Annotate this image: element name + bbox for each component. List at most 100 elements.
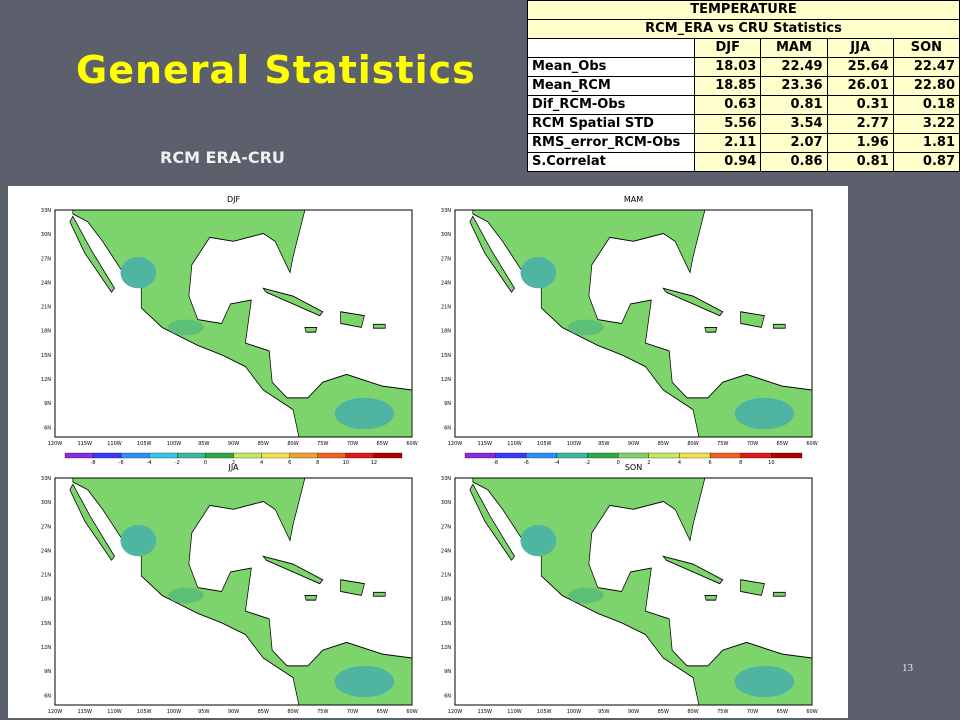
lat-label: 12N	[41, 645, 51, 651]
lon-label: 75W	[317, 441, 328, 447]
table-cell: DJF	[694, 38, 762, 58]
slide-subtitle: RCM ERA-CRU	[160, 148, 285, 167]
colorbar-segment	[495, 452, 527, 459]
lon-label: 110W	[507, 441, 522, 447]
table-cell: 25.64	[826, 57, 894, 77]
table-cell: 5.56	[694, 114, 762, 134]
table-cell: Mean_RCM	[526, 76, 696, 96]
table-cell: 2.11	[694, 133, 762, 153]
colorbar-segment	[740, 452, 772, 459]
table-cell: Dif_RCM-Obs	[526, 95, 696, 115]
lat-label: 18N	[41, 597, 51, 603]
panel-title: MAM	[624, 195, 643, 204]
lon-label: 70W	[747, 441, 758, 447]
table-row: RMS_error_RCM-Obs 2.11 2.07 1.96 1.81	[526, 133, 960, 153]
lon-label: 85W	[258, 441, 269, 447]
lon-label: 120W	[448, 709, 463, 715]
table-cell: TEMPERATURE	[527, 0, 960, 20]
colorbar-label: 12	[371, 460, 377, 466]
colorbar-segment	[556, 452, 588, 459]
lon-label: 60W	[406, 709, 417, 715]
lon-label: 115W	[478, 441, 493, 447]
colorbar-label: -4	[147, 460, 152, 466]
table-cell: 2.77	[826, 114, 894, 134]
table-cell: 0.87	[892, 152, 960, 172]
table-cell: 3.22	[892, 114, 960, 134]
stats-table: TEMPERATURE RCM_ERA vs CRU Statistics DJF M…	[526, 0, 960, 172]
table-cell: RCM Spatial STD	[526, 114, 696, 134]
lat-label: 30N	[441, 500, 451, 506]
table-cell: 18.03	[694, 57, 762, 77]
lat-label: 21N	[441, 573, 451, 579]
lon-label: 90W	[628, 709, 639, 715]
lon-label: 65W	[377, 441, 388, 447]
colorbar-segment	[464, 452, 496, 459]
lon-label: 85W	[258, 709, 269, 715]
lat-label: 27N	[441, 256, 451, 262]
page-number: 13	[902, 662, 913, 674]
lon-label: 60W	[806, 709, 817, 715]
lon-label: 90W	[228, 709, 239, 715]
lon-label: 120W	[48, 441, 63, 447]
lat-label: 33N	[41, 476, 51, 482]
table-row: TEMPERATURE	[527, 0, 960, 20]
lon-label: 95W	[198, 441, 209, 447]
lat-label: 12N	[41, 377, 51, 383]
lon-label: 90W	[628, 441, 639, 447]
colorbar-label: 0	[617, 460, 620, 466]
lat-label: 33N	[441, 476, 451, 482]
lat-label: 27N	[441, 524, 451, 530]
lat-label: 15N	[441, 621, 451, 627]
table-cell: 3.54	[760, 114, 828, 134]
colorbar-label: -2	[585, 460, 590, 466]
lon-label: 95W	[598, 709, 609, 715]
colorbar-label: 4	[678, 460, 681, 466]
table-row: RCM Spatial STD 5.56 3.54 2.77 3.22	[526, 114, 960, 134]
lat-label: 6N	[444, 693, 451, 699]
lat-label: 18N	[441, 597, 451, 603]
lat-label: 30N	[41, 500, 51, 506]
table-cell: JJA	[826, 38, 894, 58]
table-cell: 18.85	[694, 76, 762, 96]
lat-label: 6N	[444, 425, 451, 431]
colorbar-segment	[587, 452, 619, 459]
colorbar-label: 10	[343, 460, 349, 466]
colorbar-segment	[679, 452, 711, 459]
lon-label: 100W	[567, 441, 582, 447]
colorbar-segment	[92, 452, 122, 459]
lat-label: 27N	[41, 256, 51, 262]
lat-label: 18N	[441, 329, 451, 335]
colorbar-label: -6	[119, 460, 124, 466]
panel-title: JJA	[227, 463, 239, 472]
colorbar-label: -8	[493, 460, 498, 466]
lon-label: 90W	[228, 441, 239, 447]
colorbar-label: 8	[739, 460, 742, 466]
colorbar-segment	[121, 452, 150, 459]
lon-label: 95W	[598, 441, 609, 447]
table-cell: 0.18	[892, 95, 960, 115]
colorbar-segment	[177, 452, 206, 459]
colorbar-segment	[771, 452, 803, 459]
lat-label: 30N	[41, 232, 51, 238]
lat-label: 6N	[44, 693, 51, 699]
table-cell: 0.31	[826, 95, 894, 115]
colorbar-label: -4	[554, 460, 559, 466]
lon-label: 105W	[537, 709, 552, 715]
lon-label: 85W	[658, 441, 669, 447]
colorbar-label: 4	[260, 460, 263, 466]
table-cell: 1.96	[826, 133, 894, 153]
panel-title: SON	[625, 463, 642, 472]
colorbar-segment	[648, 452, 680, 459]
table-cell: Mean_Obs	[526, 57, 696, 77]
lat-label: 9N	[44, 669, 51, 675]
lon-label: 100W	[567, 709, 582, 715]
colorbar-segment	[149, 452, 178, 459]
colorbar-label: -2	[175, 460, 180, 466]
colorbar-segment	[373, 452, 403, 459]
table-cell: 26.01	[826, 76, 894, 96]
lon-label: 105W	[137, 441, 152, 447]
lat-label: 24N	[41, 280, 51, 286]
lon-label: 120W	[448, 441, 463, 447]
colorbar-segment	[526, 452, 558, 459]
colorbar-label: 6	[708, 460, 711, 466]
